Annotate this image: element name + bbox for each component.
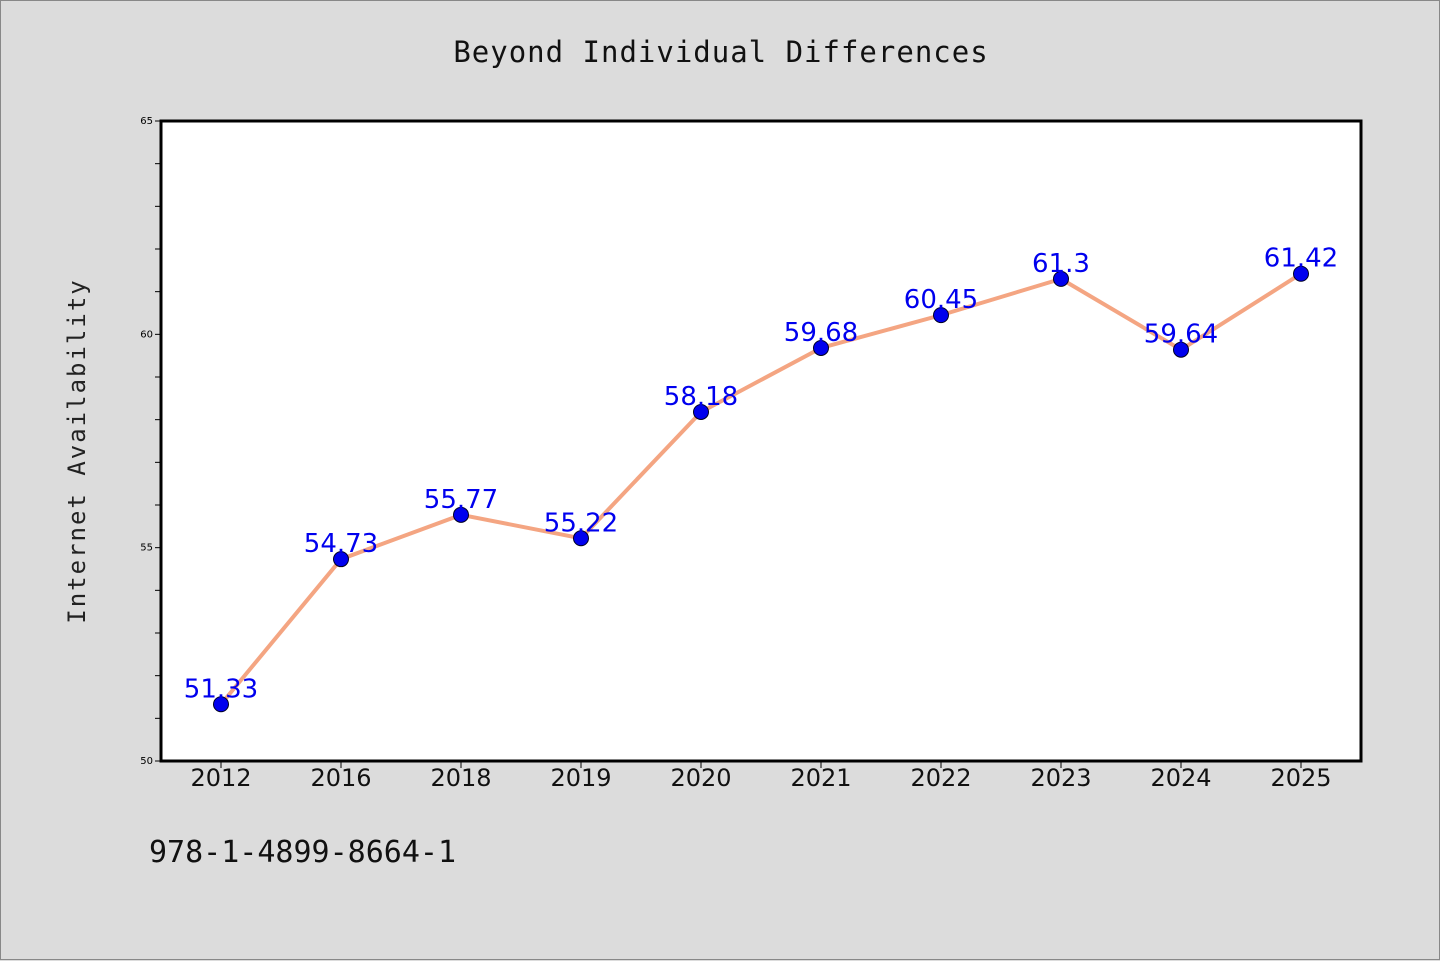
data-label: 55.77 [424,485,498,515]
y-tick-label: 55 [140,543,153,554]
data-point [213,696,229,713]
data-point [1173,341,1189,358]
x-tick-label: 2021 [790,764,851,792]
y-tick-label: 60 [140,329,153,340]
chart-title: Beyond Individual Differences [453,35,989,69]
x-tick-label: 2016 [310,764,371,792]
data-label: 51.33 [184,674,258,704]
data-point [573,530,589,547]
data-point [333,551,349,568]
y-tick-label: 50 [140,756,153,767]
x-tick-label: 2020 [670,764,731,792]
x-tick-label: 2019 [550,764,611,792]
data-point [693,403,709,420]
plot-frame [159,119,1363,763]
x-tick-label: 2023 [1030,764,1091,792]
data-label: 60.45 [904,285,978,315]
x-tick-label: 2022 [910,764,971,792]
data-label: 55.22 [544,508,618,538]
x-tick-label: 2024 [1150,764,1211,792]
data-label: 61.42 [1264,244,1338,274]
data-label: 58.18 [664,382,738,412]
y-tick-label: 65 [140,116,153,127]
data-label: 61.3 [1032,249,1090,279]
series-line [219,271,1303,707]
data-label: 59.68 [784,318,858,348]
data-point [1053,270,1069,287]
data-point [813,339,829,356]
x-tick-label: 2012 [190,764,251,792]
x-tick-label: 2025 [1270,764,1331,792]
x-tick-label: 2018 [430,764,491,792]
data-label: 59.64 [1144,320,1218,350]
data-point [453,506,469,523]
data-point [933,307,949,324]
data-label: 54.73 [304,529,378,559]
isbn-text: 978-1-4899-8664-1 [149,835,457,870]
data-point [1293,265,1309,282]
